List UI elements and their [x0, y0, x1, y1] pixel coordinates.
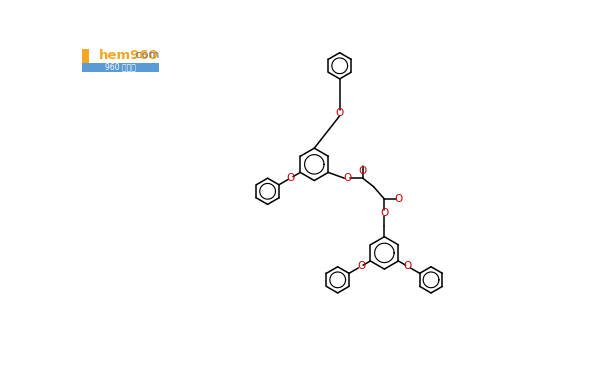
Text: O: O	[343, 173, 352, 183]
Text: O: O	[287, 173, 295, 183]
Text: O: O	[336, 108, 344, 118]
Text: O: O	[395, 194, 403, 204]
Text: .com: .com	[132, 50, 160, 60]
Text: O: O	[359, 165, 367, 176]
Text: hem960: hem960	[99, 48, 159, 62]
Text: O: O	[380, 208, 388, 218]
Text: O: O	[404, 261, 412, 272]
Text: 960 化工网: 960 化工网	[105, 63, 136, 72]
Text: O: O	[357, 261, 365, 272]
Polygon shape	[82, 49, 99, 68]
Bar	[82, 63, 159, 72]
